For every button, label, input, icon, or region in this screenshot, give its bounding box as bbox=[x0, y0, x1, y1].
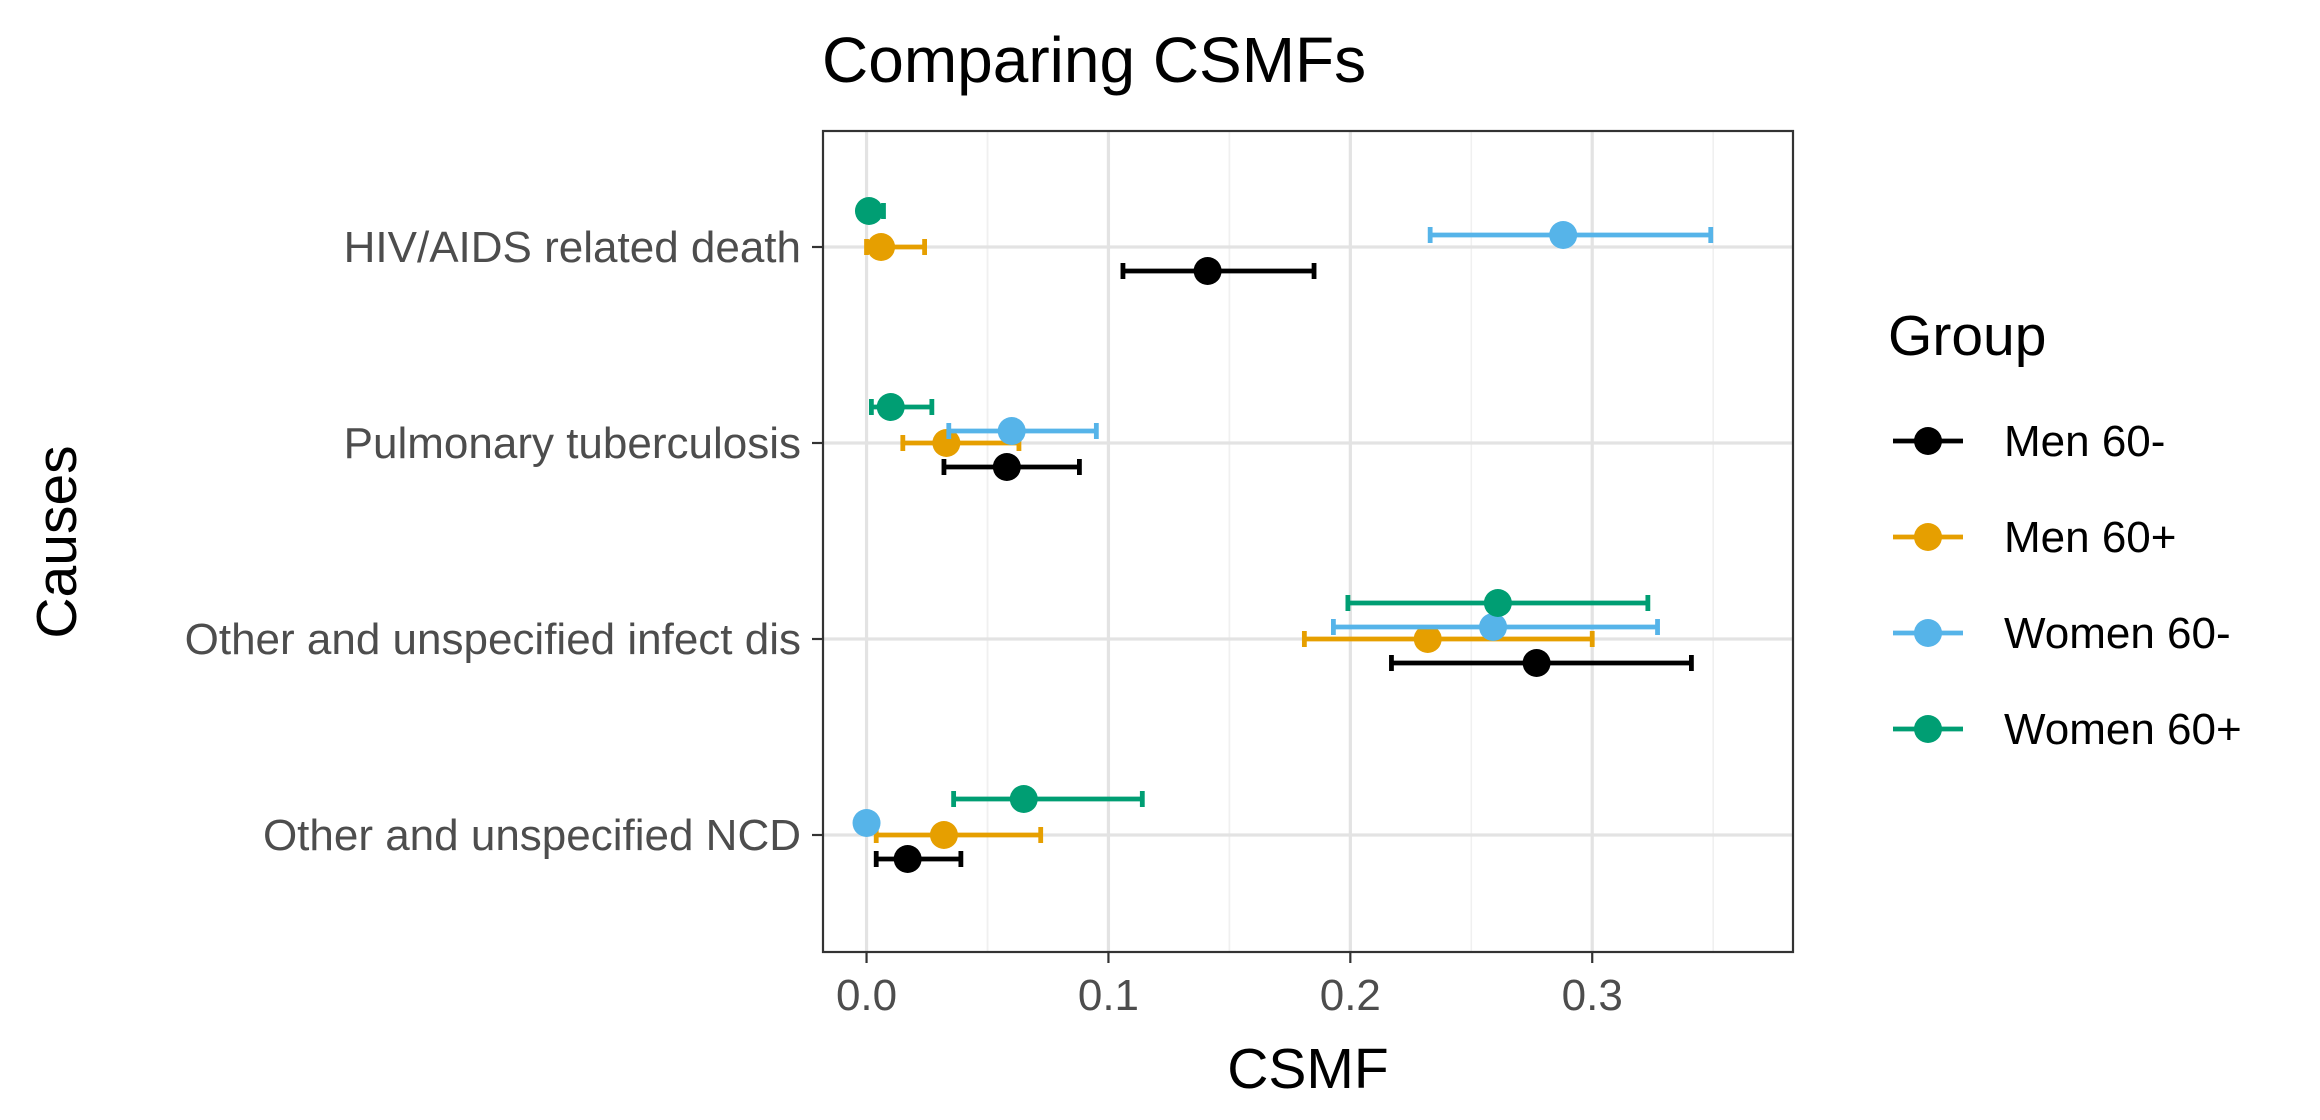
legend-key-point bbox=[1914, 715, 1942, 743]
legend-key-point bbox=[1914, 619, 1942, 647]
series-men-60 bbox=[864, 233, 1595, 849]
series-women-60 bbox=[852, 221, 1714, 837]
series-men-60 bbox=[873, 257, 1694, 873]
data-point bbox=[852, 809, 881, 837]
data-point bbox=[1483, 589, 1512, 617]
data-point bbox=[1193, 257, 1222, 285]
y-tick-label: Pulmonary tuberculosis bbox=[344, 419, 801, 468]
x-tick-label: 0.2 bbox=[1320, 971, 1381, 1020]
y-tick-label: Other and unspecified infect dis bbox=[185, 615, 801, 664]
legend: Group Men 60- Men 60+ Women 60- Women 60+ bbox=[1888, 304, 2242, 754]
legend-label: Women 60+ bbox=[2004, 705, 2242, 754]
legend-keys: Men 60- Men 60+ Women 60- Women 60+ bbox=[1893, 417, 2242, 754]
data-point bbox=[1479, 613, 1508, 641]
y-axis-title: Causes bbox=[25, 445, 89, 638]
data-point bbox=[854, 197, 883, 225]
data-point bbox=[1413, 625, 1442, 653]
legend-label: Women 60- bbox=[2004, 609, 2231, 658]
chart-title: Comparing CSMFs bbox=[822, 24, 1366, 96]
data-point bbox=[893, 845, 922, 873]
legend-key-point bbox=[1914, 427, 1942, 455]
series-women-60 bbox=[854, 197, 1651, 813]
plot-panel bbox=[821, 129, 1795, 954]
x-axis: 0.0 0.1 0.2 0.3 bbox=[836, 952, 1623, 1020]
x-axis-title: CSMF bbox=[1227, 1037, 1388, 1101]
x-tick-label: 0.1 bbox=[1078, 971, 1139, 1020]
data-point bbox=[932, 429, 961, 457]
panel-border bbox=[821, 129, 1795, 954]
data-point bbox=[876, 393, 905, 421]
data-point bbox=[1549, 221, 1578, 249]
data-marks bbox=[852, 197, 1714, 873]
legend-item-women-60: Women 60+ bbox=[1893, 705, 2242, 754]
legend-item-men-60: Men 60- bbox=[1893, 417, 2165, 466]
data-point bbox=[1522, 649, 1551, 677]
data-point bbox=[867, 233, 896, 261]
grid-minor bbox=[986, 131, 1714, 952]
legend-item-women-60: Women 60- bbox=[1893, 609, 2231, 658]
y-tick-label: HIV/AIDS related death bbox=[344, 223, 801, 272]
y-axis: HIV/AIDS related death Pulmonary tubercul… bbox=[185, 223, 823, 860]
legend-label: Men 60- bbox=[2004, 417, 2165, 466]
panel-background bbox=[823, 131, 1793, 952]
x-tick-label: 0.3 bbox=[1562, 971, 1623, 1020]
legend-label: Men 60+ bbox=[2004, 513, 2176, 562]
data-point bbox=[929, 821, 958, 849]
data-point bbox=[1009, 785, 1038, 813]
legend-title: Group bbox=[1888, 304, 2046, 368]
legend-item-men-60: Men 60+ bbox=[1893, 513, 2176, 562]
x-tick-label: 0.0 bbox=[836, 971, 897, 1020]
y-tick-label: Other and unspecified NCD bbox=[263, 811, 801, 860]
data-point bbox=[992, 453, 1021, 481]
legend-key-point bbox=[1914, 523, 1942, 551]
data-point bbox=[997, 417, 1026, 445]
